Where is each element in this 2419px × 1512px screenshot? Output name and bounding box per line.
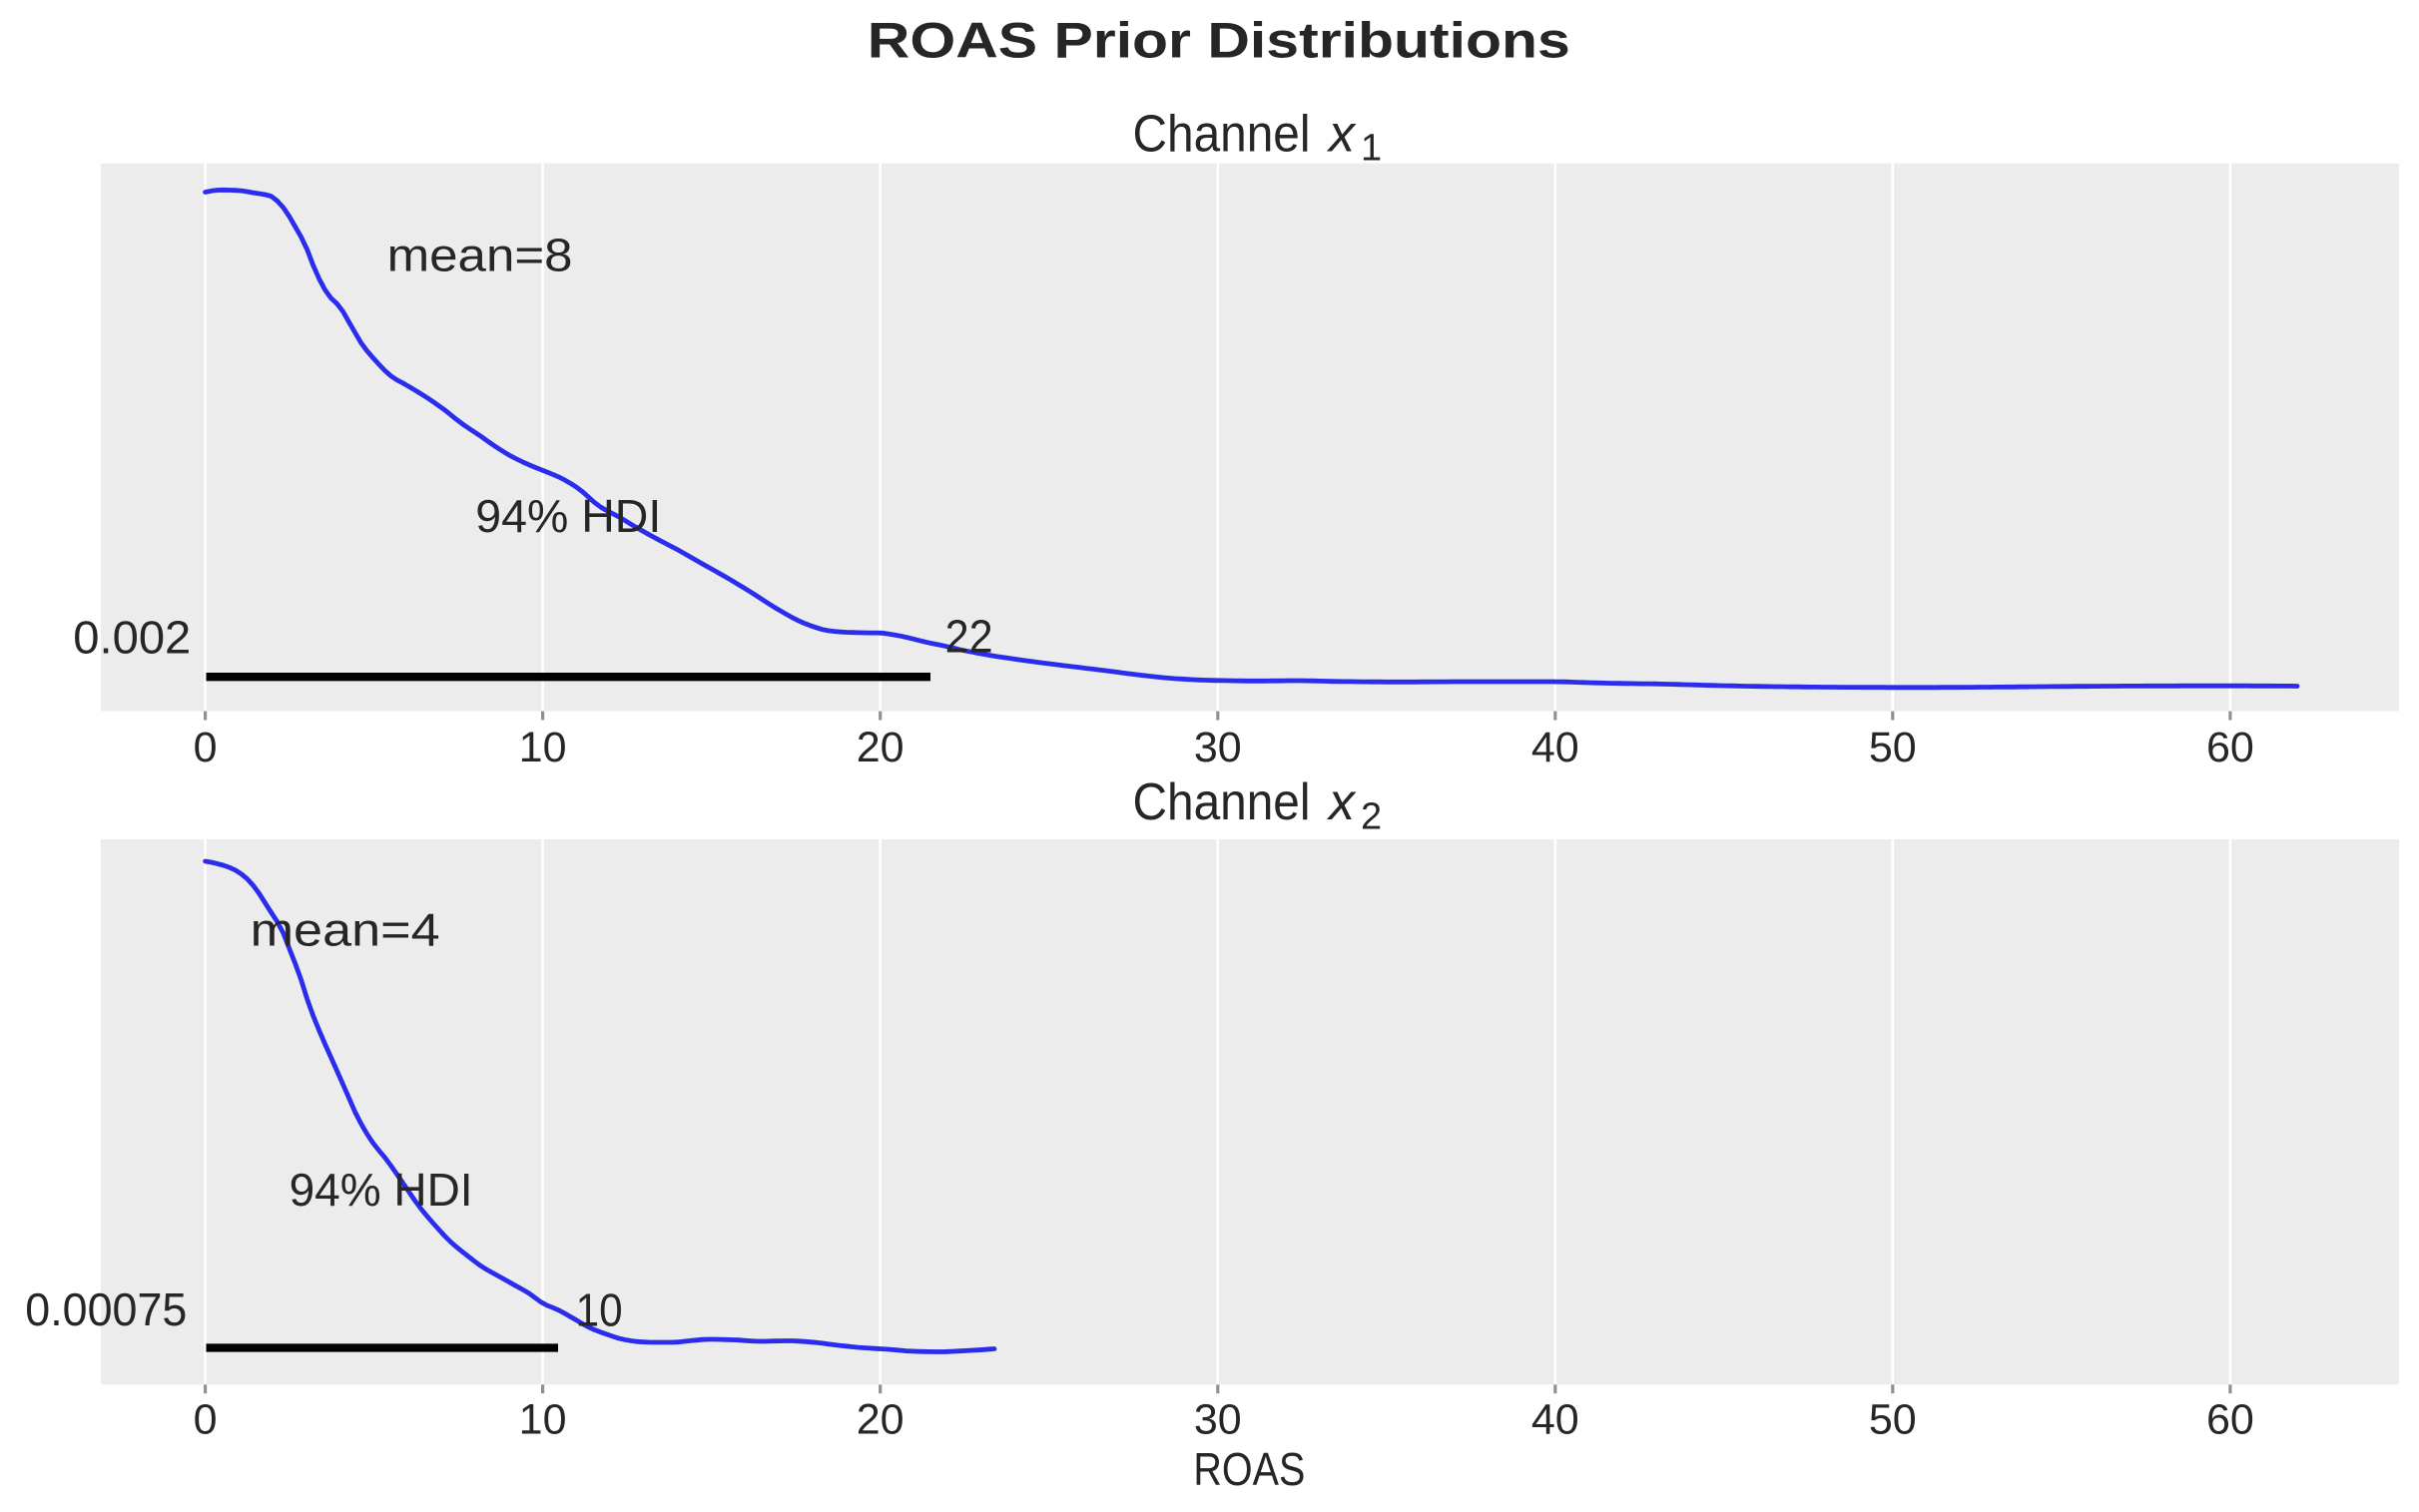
svg-text:40: 40 (1531, 724, 1579, 771)
svg-text:0: 0 (194, 1395, 218, 1443)
svg-text:10: 10 (519, 724, 567, 771)
svg-text:10: 10 (519, 1395, 567, 1443)
svg-text:1: 1 (1361, 128, 1382, 170)
svg-text:40: 40 (1531, 1395, 1579, 1443)
svg-text:mean=8: mean=8 (387, 230, 573, 281)
svg-text:x: x (1326, 773, 1357, 831)
svg-text:30: 30 (1194, 724, 1242, 771)
svg-text:20: 20 (857, 724, 905, 771)
svg-text:94% HDI: 94% HDI (475, 490, 661, 542)
svg-text:mean=4: mean=4 (251, 904, 440, 956)
svg-text:20: 20 (857, 1395, 905, 1443)
svg-text:94% HDI: 94% HDI (290, 1164, 473, 1216)
svg-text:0.00075: 0.00075 (25, 1283, 187, 1335)
svg-text:0.002: 0.002 (73, 611, 191, 663)
svg-text:60: 60 (2206, 724, 2254, 771)
svg-text:60: 60 (2206, 1395, 2254, 1443)
svg-text:30: 30 (1194, 1395, 1242, 1443)
svg-text:x: x (1326, 105, 1357, 163)
svg-text:10: 10 (576, 1284, 623, 1336)
svg-text:22: 22 (945, 611, 993, 663)
svg-text:ROAS Prior Distributions: ROAS Prior Distributions (868, 13, 1570, 69)
svg-text:ROAS: ROAS (1193, 1443, 1305, 1495)
svg-text:50: 50 (1869, 724, 1917, 771)
svg-text:Channel: Channel (1133, 105, 1311, 163)
svg-text:2: 2 (1361, 795, 1382, 837)
svg-text:50: 50 (1869, 1395, 1917, 1443)
svg-text:0: 0 (194, 724, 218, 771)
svg-text:Channel: Channel (1133, 773, 1311, 831)
